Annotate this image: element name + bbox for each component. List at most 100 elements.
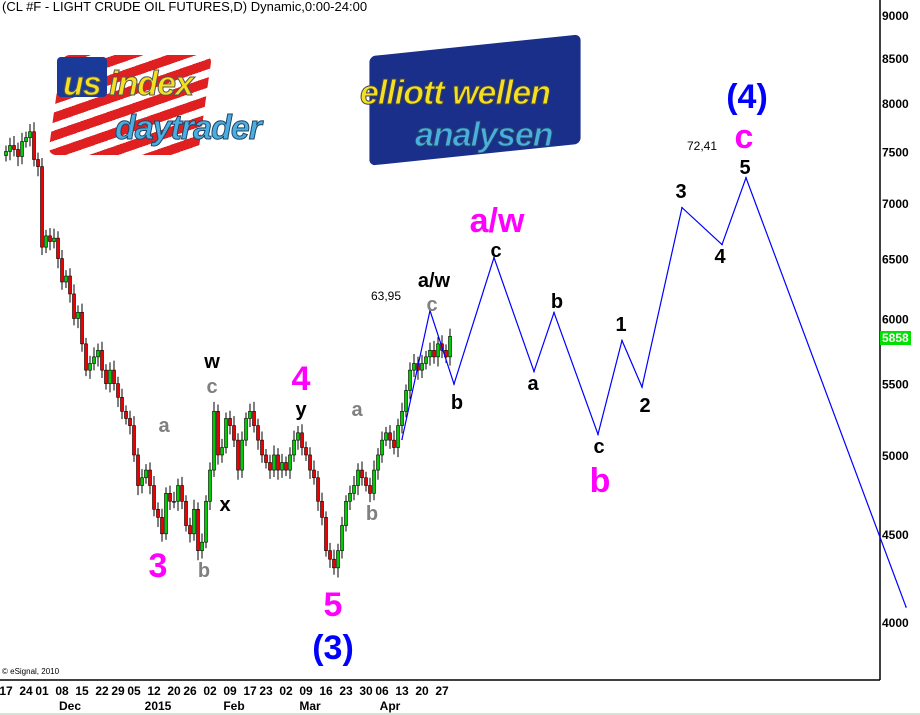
logo-left-line2: daytrader xyxy=(115,109,263,147)
candle-body xyxy=(184,500,188,526)
candle-body xyxy=(176,485,180,502)
candle-body xyxy=(376,454,380,471)
wave-label-degree-3: (3) xyxy=(312,629,354,667)
y-tick-label: 6000 xyxy=(882,312,909,326)
candle-body xyxy=(360,469,364,479)
projection-point xyxy=(597,433,599,436)
x-tick-label: 13 xyxy=(395,684,409,698)
x-month-label: Feb xyxy=(223,699,244,713)
price-annotation: 63,95 xyxy=(370,289,402,303)
candle-body xyxy=(132,425,136,456)
wave-label: a xyxy=(527,373,539,395)
projection-point xyxy=(429,309,431,312)
y-tick-label: 9000 xyxy=(882,9,909,23)
scrollbar-strip xyxy=(0,713,920,715)
candle-body xyxy=(204,500,208,543)
candle-body xyxy=(96,350,100,358)
projection-point xyxy=(401,438,403,441)
candle-body xyxy=(192,508,196,535)
last-price-badge: 5858 xyxy=(880,331,911,345)
candle-body xyxy=(188,525,192,535)
y-tick-label: 7000 xyxy=(882,197,909,211)
candle-body xyxy=(368,485,372,494)
candle-body xyxy=(372,469,376,494)
candle-body xyxy=(116,383,120,398)
wave-label: c xyxy=(490,240,502,262)
x-tick-label: 09 xyxy=(223,684,237,698)
candle-body xyxy=(200,541,204,551)
candle-body xyxy=(144,469,148,479)
candle-body xyxy=(280,462,284,471)
candle-body xyxy=(344,500,348,526)
candle-body xyxy=(112,369,116,384)
candle-body xyxy=(448,336,452,358)
candle-body xyxy=(312,469,316,479)
wave-label: 1 xyxy=(615,314,627,336)
candle-body xyxy=(152,485,156,510)
candle-body xyxy=(272,454,276,471)
candle-body xyxy=(120,397,124,412)
candle-body xyxy=(124,411,128,419)
x-tick-label: 08 xyxy=(55,684,69,698)
candle-body xyxy=(244,418,248,441)
candle-body xyxy=(304,447,308,456)
candle-body xyxy=(108,369,112,384)
candle-body xyxy=(424,356,428,364)
candle-body xyxy=(432,350,436,358)
candle-body xyxy=(20,141,24,157)
candle-body xyxy=(356,469,360,486)
x-tick-label: 20 xyxy=(415,684,429,698)
wave-label: b xyxy=(365,503,379,525)
wave-label: y xyxy=(295,399,307,421)
candle-body xyxy=(384,432,388,441)
candle-body xyxy=(44,235,48,248)
wave-label: a/w xyxy=(417,270,451,292)
candle-body xyxy=(260,439,264,456)
wave-label: 4 xyxy=(714,246,726,268)
y-tick-label: 6500 xyxy=(882,253,909,267)
candle-body xyxy=(88,363,92,371)
candle-body xyxy=(156,508,160,518)
elliott-projection-line xyxy=(401,176,907,608)
y-tick-label: 8500 xyxy=(882,52,909,66)
candle-body xyxy=(328,550,332,560)
x-tick-label: 05 xyxy=(127,684,141,698)
candle-body xyxy=(336,550,340,569)
wave-label: b xyxy=(550,291,564,313)
x-tick-label: 26 xyxy=(183,684,197,698)
candle-body xyxy=(8,145,12,152)
x-month-label: Mar xyxy=(299,699,321,713)
candle-body xyxy=(60,258,64,283)
y-tick-label: 7500 xyxy=(882,145,909,159)
wave-label: 5 xyxy=(739,157,751,179)
candle-body xyxy=(428,350,432,358)
wave-label: c xyxy=(426,294,438,316)
projection-point xyxy=(681,206,683,209)
wave-label: 5 xyxy=(323,586,343,624)
candle-body xyxy=(264,454,268,463)
wave-label: b xyxy=(589,462,611,500)
candle-body xyxy=(316,477,320,502)
candle-body xyxy=(180,485,184,502)
us-index-daytrader-logo: us index daytrader xyxy=(47,55,262,165)
logo-right-line2: analysen xyxy=(415,116,555,154)
candle-body xyxy=(72,293,76,319)
candle-body xyxy=(292,439,296,456)
candle-body xyxy=(408,369,412,391)
candle-body xyxy=(36,159,40,167)
candle-body xyxy=(172,500,176,503)
y-tick-label: 8000 xyxy=(882,97,909,111)
candle-body xyxy=(128,418,132,426)
wave-label: b xyxy=(197,560,211,582)
wave-label: c xyxy=(734,118,754,156)
wave-label: b xyxy=(450,392,464,414)
candle-body xyxy=(300,432,304,448)
candle-body xyxy=(140,477,144,486)
candle-body xyxy=(236,439,240,471)
candle-body xyxy=(84,343,88,371)
wave-label: a xyxy=(158,415,170,437)
candle-body xyxy=(296,432,300,441)
candle-body xyxy=(80,311,84,345)
